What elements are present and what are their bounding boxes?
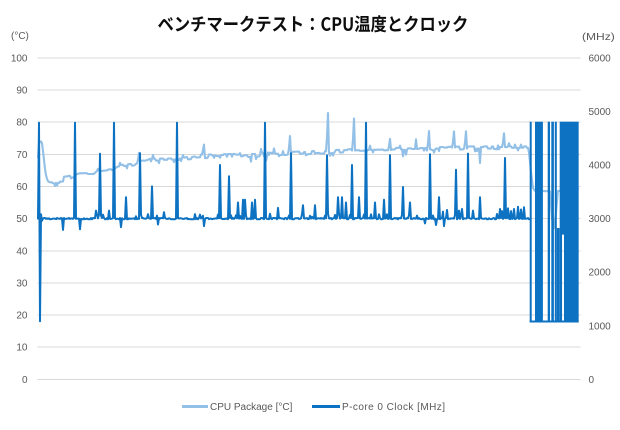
svg-text:4000: 4000 [589, 161, 612, 172]
svg-text:80: 80 [16, 118, 28, 129]
svg-text:6000: 6000 [589, 53, 612, 64]
svg-text:90: 90 [16, 86, 28, 97]
svg-text:0: 0 [22, 375, 28, 386]
svg-text:100: 100 [11, 53, 28, 64]
svg-text:(MHz): (MHz) [582, 32, 615, 43]
svg-text:60: 60 [16, 182, 28, 193]
svg-text:70: 70 [16, 150, 28, 161]
svg-text:40: 40 [16, 246, 28, 257]
svg-text:30: 30 [16, 278, 28, 289]
svg-text:1000: 1000 [589, 321, 612, 332]
svg-text:(°C): (°C) [11, 31, 29, 42]
svg-text:2000: 2000 [589, 268, 612, 279]
svg-text:10: 10 [16, 343, 28, 354]
svg-text:3000: 3000 [589, 214, 612, 225]
svg-text:20: 20 [16, 311, 28, 322]
svg-text:0: 0 [589, 375, 595, 386]
svg-text:50: 50 [16, 214, 28, 225]
svg-text:5000: 5000 [589, 107, 612, 118]
svg-text:P-core 0 Clock [MHz]: P-core 0 Clock [MHz] [342, 402, 445, 413]
svg-text:CPU Package [°C]: CPU Package [°C] [210, 402, 293, 413]
